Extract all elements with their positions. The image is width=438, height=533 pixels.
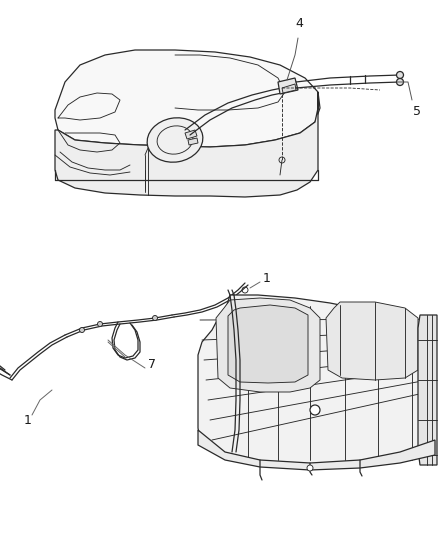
Text: 7: 7 [148, 359, 156, 372]
Polygon shape [216, 298, 320, 392]
Ellipse shape [147, 118, 203, 162]
Polygon shape [278, 78, 298, 94]
Ellipse shape [396, 71, 403, 78]
Ellipse shape [80, 327, 85, 333]
Polygon shape [55, 50, 320, 147]
Ellipse shape [152, 316, 158, 320]
Ellipse shape [396, 78, 403, 85]
Ellipse shape [98, 321, 102, 327]
Polygon shape [418, 315, 437, 465]
Text: 1: 1 [24, 414, 32, 426]
Polygon shape [188, 138, 198, 145]
Ellipse shape [307, 465, 313, 471]
Polygon shape [198, 430, 435, 470]
Polygon shape [228, 305, 308, 383]
Text: 1: 1 [263, 271, 271, 285]
Text: 4: 4 [295, 17, 303, 30]
Polygon shape [326, 302, 418, 380]
Polygon shape [55, 92, 318, 197]
Polygon shape [185, 130, 197, 139]
Ellipse shape [310, 405, 320, 415]
Polygon shape [198, 295, 435, 465]
Polygon shape [282, 84, 296, 93]
Text: 5: 5 [413, 105, 421, 118]
